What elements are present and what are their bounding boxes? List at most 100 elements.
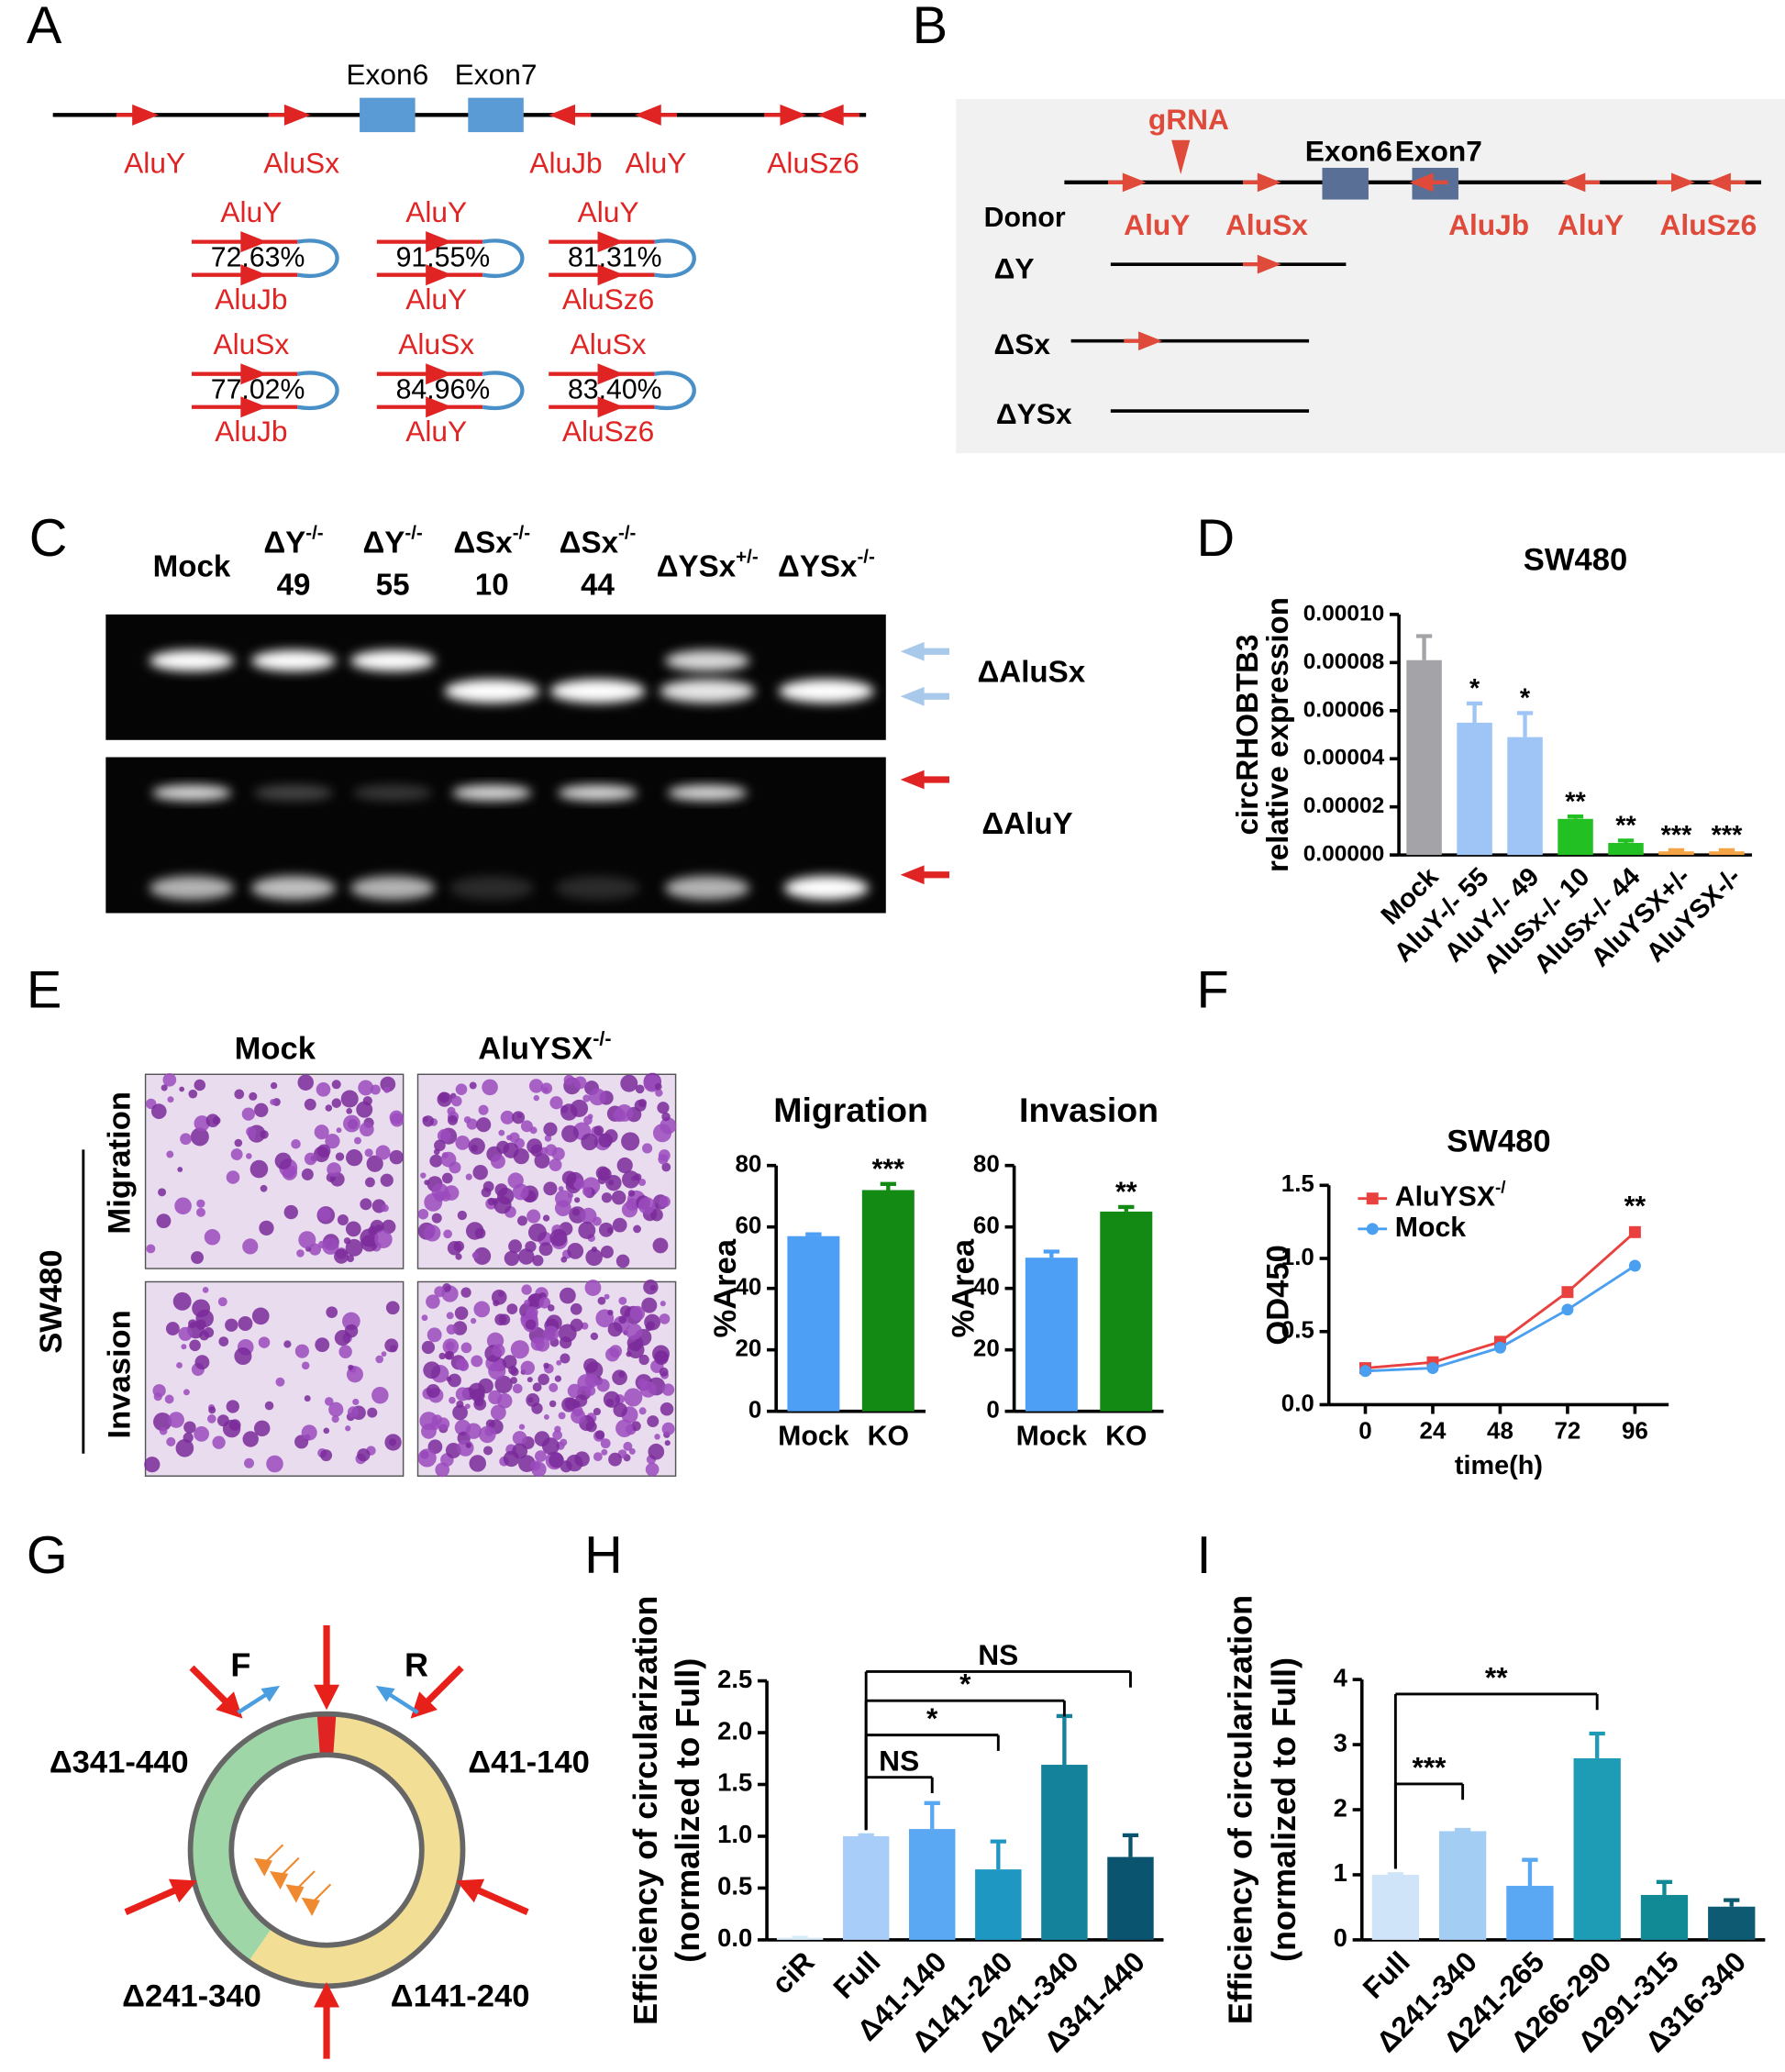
cell: [590, 1332, 599, 1341]
cell: [558, 1412, 566, 1420]
cell: [488, 1362, 506, 1380]
cell: [275, 1377, 285, 1387]
pair-top: AluY: [220, 195, 282, 228]
arrow-head: [426, 264, 452, 286]
bar: [842, 1835, 890, 1940]
cell: [634, 1099, 647, 1112]
y-tick-label: 0.00008: [1303, 649, 1385, 674]
cell: [660, 1301, 666, 1307]
panel-label: I: [1197, 1526, 1212, 1585]
cell: [561, 1170, 577, 1186]
cell: [446, 1312, 454, 1320]
cell: [437, 1417, 450, 1431]
cell: [621, 1132, 640, 1151]
y-axis-label: relative expression: [1261, 597, 1295, 872]
cell: [352, 1398, 360, 1406]
cell: [189, 1339, 201, 1352]
gel-band: [783, 876, 870, 901]
cell: [601, 1192, 613, 1203]
cell: [338, 1345, 352, 1358]
cell: [158, 1188, 167, 1197]
construct-label: ΔSx: [993, 327, 1050, 360]
y-tick-label: 2.0: [717, 1716, 752, 1745]
arrow-head: [132, 104, 159, 126]
cell: [234, 1346, 252, 1366]
ring-outline: [228, 1752, 425, 1948]
cell: [152, 1384, 166, 1398]
marker: [1628, 1259, 1641, 1272]
arrow-head: [634, 104, 661, 126]
cell: [196, 1207, 205, 1217]
cell: [260, 1130, 269, 1139]
cell: [340, 1090, 359, 1108]
cell: [270, 1081, 278, 1090]
cell: [621, 1202, 638, 1218]
cell: [242, 1238, 259, 1255]
cell: [638, 1197, 656, 1214]
cell: [652, 1237, 669, 1254]
cell: [613, 1402, 627, 1417]
cell: [581, 1133, 598, 1151]
cell: [567, 1383, 582, 1399]
cell: [556, 1359, 562, 1366]
cell: [294, 1344, 310, 1358]
cell: [654, 1434, 660, 1440]
cell: [194, 1079, 206, 1091]
cell: [661, 1422, 675, 1435]
pair-top: AluY: [578, 195, 639, 228]
cell: [174, 1197, 192, 1215]
cell: [323, 1427, 330, 1435]
cell: [478, 1425, 496, 1444]
cell: [172, 1291, 192, 1311]
cell: [249, 1135, 256, 1140]
cell: [638, 1378, 648, 1388]
text-part: ΔY: [263, 526, 305, 560]
cell: [608, 1452, 622, 1467]
cell: [465, 1222, 484, 1240]
comparison-label: ***: [1412, 1750, 1447, 1783]
cell: [388, 1438, 397, 1446]
cell: [438, 1091, 449, 1103]
gel-band: [444, 679, 540, 704]
cell: [532, 1382, 542, 1392]
cell: [246, 1126, 257, 1137]
cell: [245, 1153, 252, 1159]
bar: [1608, 843, 1644, 856]
cell: [587, 1114, 593, 1120]
bar: [1457, 722, 1492, 856]
cell: [521, 1284, 532, 1295]
superscript: -/-: [305, 522, 324, 543]
arrow-head: [900, 641, 925, 661]
cell: [524, 1300, 530, 1306]
cell: [527, 1377, 533, 1383]
cell: [371, 1386, 389, 1404]
cell: [448, 1373, 461, 1388]
text-part: ΔSx: [453, 526, 513, 560]
cell: [342, 1312, 360, 1331]
cell: [549, 1096, 563, 1110]
bar: [1438, 1831, 1487, 1940]
deletion-label: Δ141-240: [391, 1978, 530, 2013]
cell: [264, 1401, 274, 1411]
significance: **: [1615, 812, 1636, 841]
y-tick-label: 0.5: [1281, 1318, 1314, 1344]
cell: [470, 1317, 477, 1324]
pair-loop: [654, 371, 696, 411]
cell: [230, 1148, 243, 1161]
cell: [296, 1249, 305, 1258]
cell: [368, 1225, 378, 1235]
cell: [594, 1430, 605, 1440]
cell: [512, 1431, 527, 1446]
text-part: ΔY: [362, 526, 405, 560]
pair-identity: 77.02%: [211, 374, 305, 404]
cell: [208, 1406, 216, 1414]
cell: [380, 1076, 396, 1092]
cell: [520, 1315, 528, 1323]
x-tick-label: KO: [1105, 1421, 1147, 1451]
cell: [266, 1455, 283, 1473]
cell: [301, 1168, 314, 1180]
row-label: Invasion: [103, 1310, 138, 1438]
arrow-head: [1409, 172, 1434, 193]
cell: [520, 1360, 535, 1375]
y-axis-label: OD450: [1260, 1245, 1295, 1346]
